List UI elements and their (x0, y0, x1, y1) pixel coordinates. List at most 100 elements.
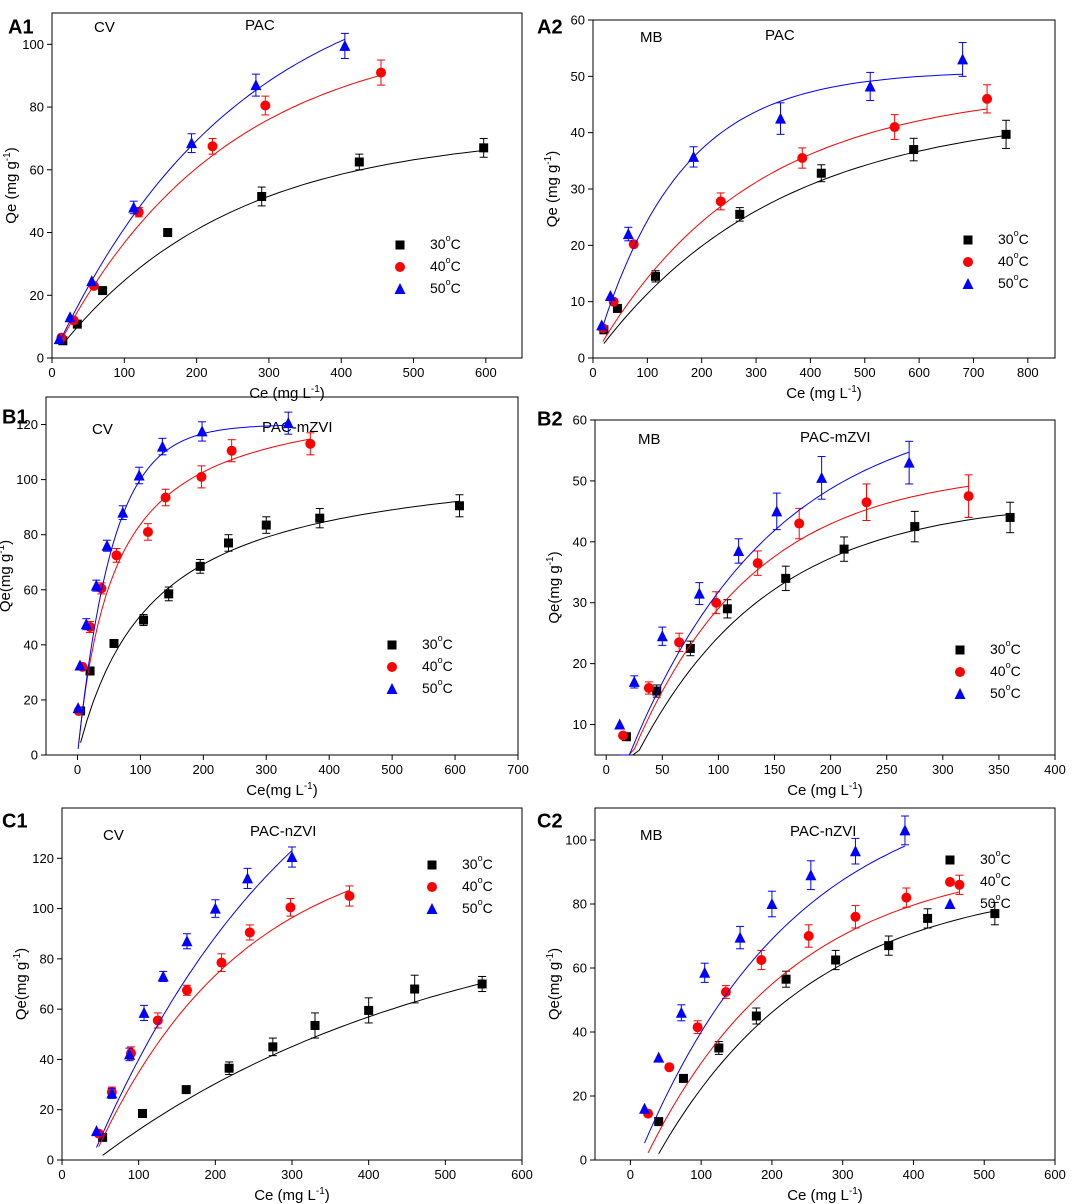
x-axis-label: Ce (mg L-1) (786, 384, 862, 402)
y-tick-label: 50 (571, 69, 585, 84)
legend-marker (387, 640, 397, 650)
data-point (242, 872, 254, 884)
series-50c (639, 815, 911, 1144)
fit-curve (601, 73, 963, 330)
x-tick-label: 100 (708, 762, 730, 777)
data-point (72, 702, 84, 714)
data-point (839, 544, 849, 554)
adsorbent-annotation: PAC-nZVI (250, 823, 316, 840)
data-point (596, 319, 608, 331)
data-point (364, 1005, 374, 1015)
x-tick-label: 600 (511, 1167, 533, 1182)
data-point (693, 587, 705, 599)
data-point (643, 683, 654, 693)
y-tick-label: 20 (571, 238, 585, 253)
series-50c (614, 440, 915, 756)
legend-marker (955, 645, 965, 655)
panel-label: C2 (537, 811, 563, 833)
dye-annotation: CV (103, 827, 124, 844)
legend-label: 40oC (422, 655, 453, 673)
data-point (957, 53, 969, 65)
y-tick-label: 40 (40, 1052, 54, 1067)
data-point (479, 143, 489, 153)
y-tick-label: 60 (30, 162, 44, 177)
legend-label: 40oC (998, 250, 1029, 268)
y-tick-label: 10 (571, 294, 585, 309)
data-point (53, 333, 65, 345)
fit-curve (58, 38, 346, 343)
adsorbent-annotation: PAC-mZVI (262, 419, 333, 436)
panel-label: C1 (2, 811, 28, 833)
data-point (152, 1015, 163, 1026)
x-tick-label: 0 (58, 1167, 65, 1182)
data-point (85, 666, 95, 676)
y-tick-label: 20 (40, 1102, 54, 1117)
data-point (164, 589, 174, 599)
data-point (849, 845, 861, 857)
legend-marker (963, 235, 973, 245)
data-point (639, 1102, 651, 1114)
x-tick-label: 50 (655, 762, 669, 777)
x-tick-label: 0 (74, 762, 81, 777)
legend-marker (394, 283, 406, 294)
data-point (612, 303, 622, 313)
data-point (752, 558, 763, 569)
legend-marker (387, 662, 397, 672)
data-point (305, 438, 316, 449)
data-point (181, 985, 192, 996)
data-point (889, 122, 900, 133)
data-point (720, 987, 731, 997)
data-point (797, 153, 808, 164)
data-point (454, 501, 464, 511)
data-point (733, 544, 745, 556)
x-tick-label: 600 (444, 762, 466, 777)
y-tick-label: 0 (31, 748, 38, 763)
legend-label: 30oC (980, 848, 1011, 866)
data-point (181, 1085, 191, 1095)
data-point (354, 157, 364, 167)
data-point (142, 526, 153, 537)
data-point (963, 491, 974, 502)
data-point (692, 1022, 703, 1033)
series-40c (618, 474, 974, 756)
data-point (109, 638, 119, 648)
data-point (209, 902, 221, 914)
data-point (653, 1051, 665, 1063)
y-tick-label: 120 (16, 417, 38, 432)
data-point (714, 1043, 724, 1053)
fit-curve (623, 485, 969, 756)
x-tick-label: 500 (381, 762, 403, 777)
y-tick-label: 60 (571, 13, 585, 28)
x-tick-label: 0 (603, 762, 610, 777)
legend: 30oC 40oC 50oC (954, 638, 1021, 701)
data-point (244, 927, 255, 938)
legend-marker (963, 257, 973, 267)
dye-annotation: CV (92, 421, 113, 438)
y-tick-label: 30 (571, 182, 585, 197)
data-point (91, 1125, 102, 1137)
fit-curve (658, 910, 995, 1154)
fit-curve (602, 108, 988, 342)
data-point (751, 1011, 761, 1021)
data-point (664, 1062, 675, 1073)
y-tick-label: 80 (40, 951, 54, 966)
y-tick-label: 20 (573, 1089, 587, 1104)
fit-curve (647, 891, 960, 1154)
y-tick-label: 40 (571, 125, 585, 140)
y-axis-label: Qe(mg g-1) (0, 540, 14, 612)
data-point (282, 417, 294, 429)
legend-marker (944, 898, 956, 909)
panel-label: B2 (537, 409, 563, 431)
y-tick-label: 60 (573, 961, 587, 976)
data-point (990, 909, 1000, 919)
data-point (910, 522, 920, 532)
y-tick-label: 60 (573, 413, 587, 428)
x-tick-label: 150 (764, 762, 786, 777)
data-point (861, 497, 872, 508)
data-point (72, 319, 82, 329)
x-tick-label: 400 (800, 365, 822, 380)
data-point (344, 891, 355, 901)
x-tick-label: 200 (691, 365, 713, 380)
legend-label: 40oC (430, 255, 461, 273)
